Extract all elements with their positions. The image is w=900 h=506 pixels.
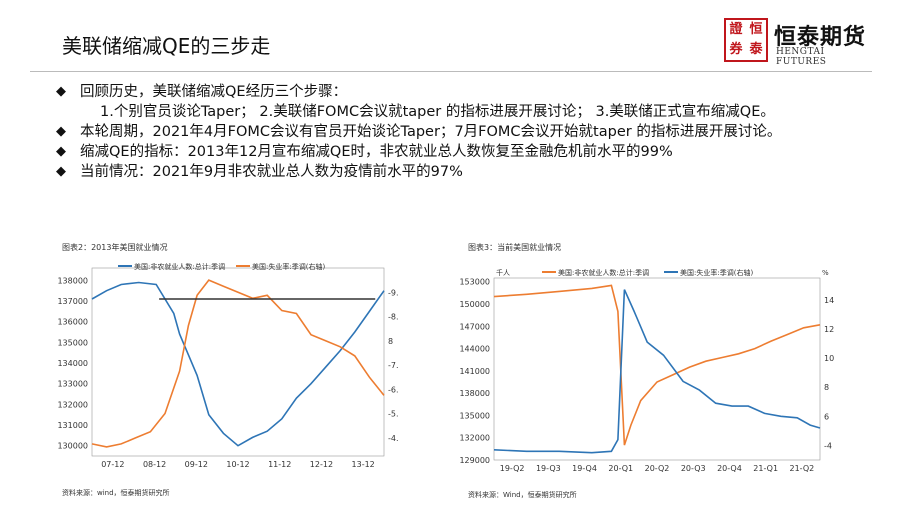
x-axis-tick-label: 08-12 (143, 460, 166, 469)
right-axis-tick-label: 6 (824, 412, 829, 421)
slide-title: 美联储缩减QE的三步走 (62, 34, 271, 58)
legend-label-2: 美国:失业率:季调(右轴) (252, 262, 325, 271)
x-axis-tick-label: 21-Q2 (790, 464, 815, 473)
x-axis-tick-label: 20-Q3 (681, 464, 706, 473)
bullet-item: ◆ 本轮周期，2021年4月FOMC会议有官员开始谈论Taper；7月FOMC会… (56, 122, 876, 142)
left-axis-unit: 千人 (496, 268, 510, 277)
bullet-text: 本轮周期，2021年4月FOMC会议有官员开始谈论Taper；7月FOMC会议开… (80, 124, 782, 140)
x-axis-tick-label: 07-12 (101, 460, 124, 469)
diamond-bullet-icon: ◆ (56, 124, 66, 139)
left-axis-tick-label: 129000 (459, 456, 490, 465)
left-axis-tick-label: 135000 (57, 338, 88, 347)
left-axis-tick-label: 137000 (57, 297, 88, 306)
left-axis-tick-label: 147000 (459, 322, 490, 331)
series-line-1 (91, 281, 385, 447)
left-axis-tick-label: 130000 (57, 442, 88, 451)
right-axis-tick-label: 8 (388, 337, 393, 346)
x-axis-tick-label: 10-12 (226, 460, 249, 469)
x-axis-tick-label: 20-Q2 (645, 464, 670, 473)
chart2-current-employment: 129000 132000 135000 138000 141000 144000 1470… (459, 268, 834, 473)
legend-label-2: 美国:失业率:季调(右轴) (680, 268, 753, 277)
left-axis-tick-label: 144000 (459, 345, 490, 354)
bullet-item: ◆ 回顾历史，美联储缩减QE经历三个步骤： 1.个别官员谈论Taper； 2.美… (56, 82, 876, 122)
bullet-item: ◆ 当前情况：2021年9月非农就业总人数为疫情前水平的97% (56, 162, 876, 182)
right-axis-tick-label: -8.8 (388, 313, 398, 322)
series-line-1 (493, 284, 821, 446)
series-line-2 (493, 289, 821, 454)
bullet-list: ◆ 回顾历史，美联储缩减QE经历三个步骤： 1.个别官员谈论Taper； 2.美… (56, 82, 876, 182)
series-line-2 (91, 279, 385, 448)
left-axis-tick-label: 136000 (57, 318, 88, 327)
bullet-text: 缩减QE的指标：2013年12月宣布缩减QE时，非农就业总人数恢复至金融危机前水… (80, 144, 673, 160)
left-axis-tick-label: 153000 (459, 278, 490, 287)
left-axis-tick-label: 134000 (57, 359, 88, 368)
chart2-source: 资料来源：Wind，恒泰期货研究所 (468, 491, 577, 499)
x-axis-tick-label: 20-Q1 (608, 464, 633, 473)
legend-label-1: 美国:非农就业人数:总计:季调 (558, 268, 649, 277)
left-axis-tick-label: 133000 (57, 380, 88, 389)
right-axis-unit: % (822, 269, 829, 277)
bullet-text: 当前情况：2021年9月非农就业总人数为疫情前水平的97% (80, 164, 463, 180)
x-axis-tick-label: 13-12 (352, 460, 375, 469)
right-axis-tick-label: 8 (824, 383, 829, 392)
right-axis-tick-label: -6.4 (388, 385, 398, 394)
company-logo: 證恒 券泰 恒泰期货 HENGTAI FUTURES (724, 18, 874, 67)
right-axis-tick-label: -7.2 (388, 361, 398, 370)
plot-frame (493, 277, 821, 461)
logo-seal: 證恒 券泰 (724, 18, 768, 62)
x-axis-tick-label: 12-12 (310, 460, 333, 469)
diamond-bullet-icon: ◆ (56, 164, 66, 179)
right-axis-tick-label: 14 (824, 296, 834, 305)
x-axis-tick-label: 09-12 (185, 460, 208, 469)
chart2-caption: 图表3：当前美国就业情况 (468, 243, 562, 252)
right-axis-tick-label: 12 (824, 325, 834, 334)
left-axis-tick-label: 135000 (459, 411, 490, 420)
left-axis-tick-label: 138000 (57, 276, 88, 285)
x-axis-tick-label: 19-Q2 (500, 464, 525, 473)
x-axis-tick-label: 19-Q3 (536, 464, 561, 473)
right-axis-tick-label: -4.8 (388, 434, 398, 443)
left-axis-tick-label: 131000 (57, 421, 88, 430)
left-axis-tick-label: 132000 (57, 400, 88, 409)
logo-name-en: HENGTAI FUTURES (776, 47, 827, 67)
left-axis-tick-label: 132000 (459, 434, 490, 443)
diamond-bullet-icon: ◆ (56, 144, 66, 159)
right-axis-tick-label: -5.6 (388, 410, 398, 419)
bullet-subtext: 1.个别官员谈论Taper； 2.美联储FOMC会议就taper 的指标进展开展… (100, 104, 775, 120)
left-axis-tick-label: 138000 (459, 389, 490, 398)
x-axis-tick-label: 21-Q1 (753, 464, 778, 473)
bullet-item: ◆ 缩减QE的指标：2013年12月宣布缩减QE时，非农就业总人数恢复至金融危机… (56, 142, 876, 162)
chart1-source: 资料来源：wind，恒泰期货研究所 (62, 489, 170, 497)
left-axis-tick-label: 150000 (459, 300, 490, 309)
logo-name-cn: 恒泰期货 (774, 25, 867, 50)
title-divider (30, 71, 872, 72)
x-axis-tick-label: 20-Q4 (717, 464, 742, 473)
right-axis-tick-label: -4 (824, 441, 832, 450)
diamond-bullet-icon: ◆ (56, 84, 66, 99)
legend-label-1: 美国:非农就业人数:总计:季调 (134, 262, 225, 271)
chart1-caption: 图表2：2013年美国就业情况 (62, 243, 168, 252)
left-axis-tick-label: 141000 (459, 367, 490, 376)
right-axis-tick-label: -9.6 (388, 288, 398, 297)
plot-frame (91, 267, 385, 457)
x-axis-tick-label: 11-12 (268, 460, 291, 469)
bullet-text: 回顾历史，美联储缩减QE经历三个步骤： (80, 84, 348, 100)
chart1-employment-2013: 130000 131000 132000 133000 134000 135000 1360… (57, 262, 398, 469)
x-axis-tick-label: 19-Q4 (572, 464, 597, 473)
right-axis-tick-label: 10 (824, 354, 834, 363)
